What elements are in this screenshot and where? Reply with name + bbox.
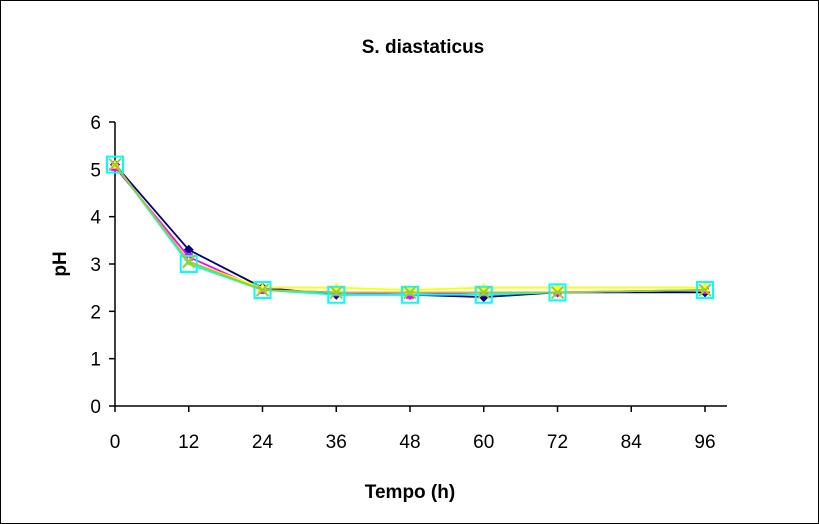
series-4 — [106, 155, 714, 304]
x-tick-label: 24 — [252, 432, 274, 453]
series-2 — [111, 162, 709, 299]
data-point — [108, 157, 122, 172]
x-tick-label: 96 — [694, 432, 715, 453]
x-tick-label: 0 — [110, 432, 121, 453]
x-tick-label: 36 — [326, 432, 347, 453]
y-tick-label: 1 — [90, 350, 101, 371]
data-point — [477, 285, 491, 300]
x-tick-label: 48 — [399, 432, 420, 453]
series-5 — [108, 157, 712, 300]
series-line — [114, 164, 706, 296]
y-tick-label: 4 — [90, 208, 101, 229]
data-point — [183, 244, 194, 255]
series-line — [114, 164, 706, 294]
data-point — [698, 283, 712, 297]
y-tick-label: 2 — [90, 302, 101, 323]
y-tick-label: 6 — [90, 113, 101, 134]
x-tick-label: 84 — [621, 432, 643, 453]
data-point — [474, 285, 493, 304]
series-line — [114, 166, 706, 296]
data-point — [255, 283, 270, 297]
y-axis-label: pH — [50, 251, 71, 276]
series-layer — [106, 155, 714, 304]
series-line — [114, 164, 705, 299]
series-1 — [110, 159, 710, 303]
data-point — [329, 285, 343, 300]
data-point — [327, 285, 346, 304]
chart-title: S. diastaticus — [362, 37, 485, 58]
x-tick-label: 72 — [547, 432, 568, 453]
data-point — [401, 285, 419, 304]
y-tick-label: 3 — [90, 255, 101, 276]
data-point — [403, 285, 417, 300]
data-point — [182, 254, 196, 269]
y-tick-label: 5 — [90, 160, 101, 181]
x-axis-label: Tempo (h) — [365, 482, 455, 503]
x-tick-label: 60 — [473, 432, 494, 453]
data-point — [106, 155, 124, 174]
y-tick-label: 0 — [90, 397, 101, 418]
series-line — [114, 164, 705, 291]
series-3 — [110, 159, 710, 295]
x-tick-label: 12 — [178, 432, 199, 453]
data-point — [550, 285, 565, 300]
